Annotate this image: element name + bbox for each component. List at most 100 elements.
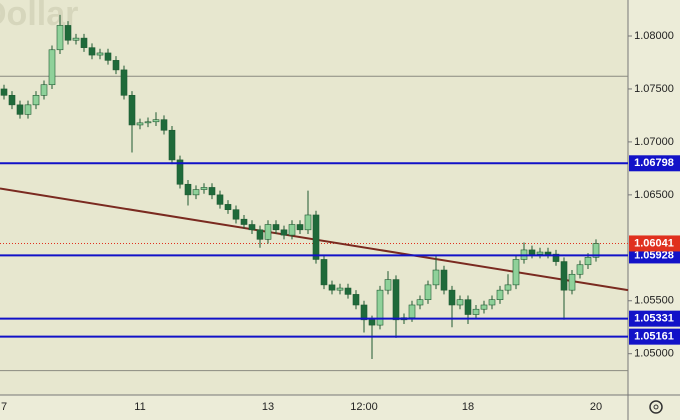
candle-body bbox=[432, 269, 440, 286]
candle-body bbox=[192, 189, 200, 196]
x-tick-label: 13 bbox=[262, 401, 274, 413]
candle-body bbox=[88, 47, 96, 56]
candle-body bbox=[392, 279, 400, 321]
candle-body bbox=[272, 224, 280, 231]
candle-body bbox=[56, 25, 64, 51]
y-tick-label: 1.08000 bbox=[634, 30, 674, 42]
candle-body bbox=[488, 299, 496, 306]
candle-body bbox=[416, 299, 424, 306]
x-tick-label: 7 bbox=[1, 401, 7, 413]
candle-body bbox=[448, 289, 456, 306]
candle-body bbox=[104, 52, 112, 61]
y-tick-label: 1.07000 bbox=[634, 136, 674, 148]
candle-body bbox=[440, 269, 448, 291]
candle-body bbox=[256, 229, 264, 240]
candle-body bbox=[360, 304, 368, 321]
candle-body bbox=[264, 224, 272, 240]
candle-body bbox=[128, 95, 136, 126]
candle-body bbox=[560, 261, 568, 291]
y-tick-label: 1.05500 bbox=[634, 295, 674, 307]
level-label-box bbox=[629, 310, 680, 327]
candle-body bbox=[408, 304, 416, 318]
candle-body bbox=[296, 224, 304, 231]
candle-body bbox=[336, 287, 344, 291]
candle-body bbox=[208, 187, 216, 196]
candle-body bbox=[24, 104, 32, 115]
candle-body bbox=[216, 194, 224, 205]
candle-body bbox=[160, 119, 168, 131]
level-label: 1.05331 bbox=[634, 313, 674, 325]
candle-body bbox=[544, 251, 552, 255]
level-label-box bbox=[629, 328, 680, 345]
y-tick-label: 1.06500 bbox=[634, 189, 674, 201]
candle-body bbox=[136, 122, 144, 126]
y-tick-label: 1.07500 bbox=[634, 83, 674, 95]
candle-body bbox=[96, 52, 104, 56]
candle-body bbox=[16, 104, 24, 115]
candle-body bbox=[288, 224, 296, 236]
candle-body bbox=[352, 294, 360, 306]
candle-body bbox=[344, 287, 352, 295]
candle-body bbox=[568, 273, 576, 291]
candle-body bbox=[32, 95, 40, 106]
candle-body bbox=[320, 259, 328, 286]
gear-center bbox=[653, 404, 659, 410]
candle-body bbox=[456, 299, 464, 306]
candle-body bbox=[120, 69, 128, 96]
candle-body bbox=[40, 84, 48, 96]
candle-body bbox=[504, 284, 512, 291]
candle-body bbox=[48, 49, 56, 86]
candle-body bbox=[528, 249, 536, 255]
candle-body bbox=[424, 284, 432, 300]
y-tick-label: 1.05000 bbox=[634, 348, 674, 360]
candle-body bbox=[384, 279, 392, 291]
candle-body bbox=[496, 289, 504, 300]
candle-body bbox=[368, 319, 376, 326]
candle-body bbox=[8, 95, 16, 106]
candle-body bbox=[592, 243, 600, 258]
candle-body bbox=[512, 259, 520, 286]
price-axis bbox=[628, 0, 680, 420]
candle-body bbox=[472, 308, 480, 315]
candle-body bbox=[72, 37, 80, 41]
level-label: 1.06798 bbox=[634, 157, 674, 169]
x-tick-label: 18 bbox=[462, 401, 474, 413]
candle-body bbox=[312, 214, 320, 260]
level-label: 1.05161 bbox=[634, 331, 674, 343]
candle-body bbox=[248, 224, 256, 231]
candle-body bbox=[112, 60, 120, 71]
time-axis bbox=[0, 395, 628, 420]
candle-body bbox=[552, 253, 560, 262]
candle-body bbox=[576, 264, 584, 275]
candle-body bbox=[144, 121, 152, 124]
candle-body bbox=[0, 88, 8, 96]
level-label: 1.05928 bbox=[634, 249, 674, 261]
candle-body bbox=[224, 204, 232, 210]
candle-body bbox=[200, 187, 208, 190]
settings-button[interactable] bbox=[649, 400, 663, 414]
x-tick-label: 11 bbox=[134, 401, 145, 413]
candle-body bbox=[80, 37, 88, 48]
x-tick-label: 20 bbox=[590, 401, 602, 413]
candle-body bbox=[584, 257, 592, 266]
candle-body bbox=[240, 218, 248, 225]
candle-body bbox=[376, 289, 384, 326]
candle-body bbox=[176, 159, 184, 185]
gear-icon bbox=[649, 400, 663, 414]
x-tick-label: 12:00 bbox=[350, 401, 378, 413]
candle-body bbox=[280, 229, 288, 236]
candle-body bbox=[304, 214, 312, 231]
candle-body bbox=[536, 251, 544, 255]
current-price-label: 1.06041 bbox=[634, 237, 674, 249]
candle-body bbox=[328, 284, 336, 291]
candle-body bbox=[464, 299, 472, 315]
candle-body bbox=[64, 25, 72, 41]
candle-body bbox=[232, 209, 240, 220]
candle-body bbox=[168, 129, 176, 161]
candle-body bbox=[184, 183, 192, 196]
plot-area bbox=[0, 0, 628, 395]
current-price-box bbox=[629, 235, 680, 252]
candle-body bbox=[152, 119, 160, 123]
